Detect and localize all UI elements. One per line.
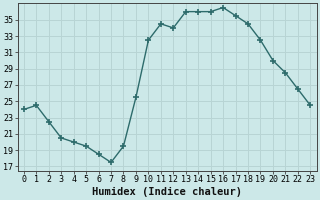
X-axis label: Humidex (Indice chaleur): Humidex (Indice chaleur): [92, 186, 242, 197]
